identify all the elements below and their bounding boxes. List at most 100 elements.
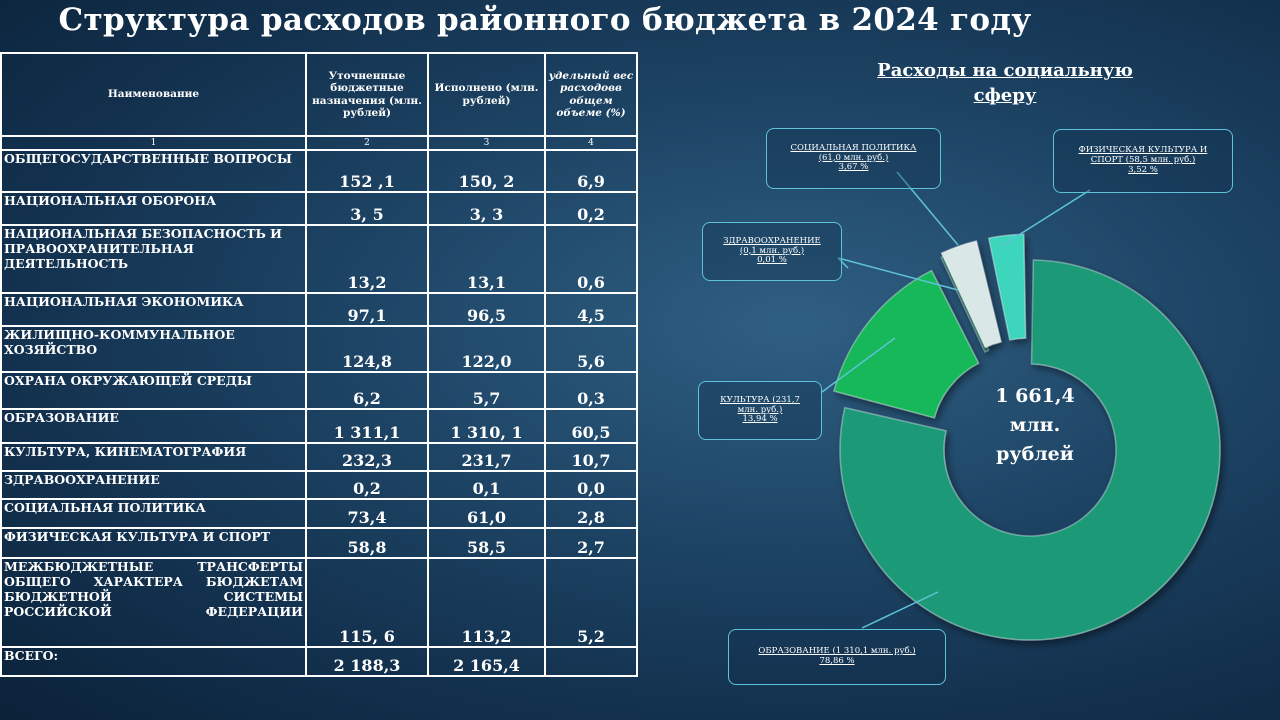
- callout-sport: ФИЗИЧЕСКАЯ КУЛЬТУРА И СПОРТ (58,5 млн. р…: [1053, 129, 1233, 193]
- table-row: НАЦИОНАЛЬНАЯ ЭКОНОМИКА 97,1 96,5 4,5: [0, 292, 638, 327]
- row-share: 6,9: [544, 149, 638, 193]
- row-executed: 231,7: [427, 442, 546, 472]
- callout-healthcare: ЗДРАВООХРАНЕНИЕ (0,1 млн. руб.) 0,01 %: [702, 222, 842, 281]
- row-name: ВСЕГО:: [0, 646, 307, 677]
- row-share: 10,7: [544, 442, 638, 472]
- leader-line: [821, 337, 896, 393]
- leader-line: [1002, 189, 1091, 246]
- row-planned: 115, 6: [305, 557, 429, 648]
- row-share: 0,6: [544, 224, 638, 294]
- row-planned: 0,2: [305, 470, 429, 500]
- row-executed: 150, 2: [427, 149, 546, 193]
- row-share: 4,5: [544, 292, 638, 327]
- page-title: Структура расходов районного бюджета в 2…: [58, 2, 1032, 38]
- col-number: 4: [544, 135, 638, 151]
- row-share: 0,3: [544, 371, 638, 410]
- donut-slice-культура: [833, 269, 980, 419]
- row-planned: 3, 5: [305, 191, 429, 226]
- leader-line: [896, 171, 959, 246]
- budget-table: Наименование Уточненные бюджетные назнач…: [0, 52, 638, 677]
- row-name: ЖИЛИЩНО-КОММУНАЛЬНОЕ ХОЗЯЙСТВО: [0, 325, 307, 373]
- row-executed: 122,0: [427, 325, 546, 373]
- row-share: 5,2: [544, 557, 638, 648]
- row-name: ЗДРАВООХРАНЕНИЕ: [0, 470, 307, 500]
- callout-text: СПОРТ (58,5 млн. руб.): [1090, 155, 1196, 166]
- callout-text: КУЛЬТУРА (231,7: [720, 394, 800, 405]
- table-row: КУЛЬТУРА, КИНЕМАТОГРАФИЯ 232,3 231,7 10,…: [0, 442, 638, 472]
- table-row: ФИЗИЧЕСКАЯ КУЛЬТУРА И СПОРТ 58,8 58,5 2,…: [0, 527, 638, 559]
- header-executed: Исполнено (млн. рублей): [427, 52, 546, 137]
- center-unit: млн.: [1009, 414, 1061, 436]
- row-name: ОБРАЗОВАНИЕ: [0, 408, 307, 444]
- row-planned: 73,4: [305, 498, 429, 529]
- callout-culture: КУЛЬТУРА (231,7 млн. руб.) 13,94 %: [698, 381, 822, 440]
- donut-slice-физическая-культура-и-спорт: [987, 233, 1027, 341]
- chart-center-label: 1 661,4 млн. рублей: [970, 382, 1100, 469]
- leader-line: [837, 257, 849, 269]
- leader-line: [861, 591, 939, 629]
- row-planned: 152 ,1: [305, 149, 429, 193]
- row-planned: 124,8: [305, 325, 429, 373]
- table-row: НАЦИОНАЛЬНАЯ БЕЗОПАСНОСТЬ И ПРАВООХРАНИТ…: [0, 224, 638, 294]
- header-share: удельный вес расходовв общем объеме (%): [544, 52, 638, 137]
- header-name: Наименование: [0, 52, 307, 137]
- row-name: НАЦИОНАЛЬНАЯ ЭКОНОМИКА: [0, 292, 307, 327]
- row-executed: 96,5: [427, 292, 546, 327]
- row-name: ОБЩЕГОСУДАРСТВЕННЫЕ ВОПРОСЫ: [0, 149, 307, 193]
- row-planned: 6,2: [305, 371, 429, 410]
- callout-text: 78,86 %: [819, 656, 855, 666]
- table-row: ЗДРАВООХРАНЕНИЕ 0,2 0,1 0,0: [0, 470, 638, 500]
- row-name: КУЛЬТУРА, КИНЕМАТОГРАФИЯ: [0, 442, 307, 472]
- callout-text: (0,1 млн. руб.): [739, 245, 805, 256]
- callout-text: ОБРАЗОВАНИЕ (1 310,1 млн. руб.): [758, 646, 916, 657]
- row-executed: 3, 3: [427, 191, 546, 226]
- chart-title: Расходы на социальную сферу: [877, 60, 1133, 107]
- table-row: МЕЖБЮДЖЕТНЫЕ ТРАНСФЕРТЫ ОБЩЕГО ХАРАКТЕРА…: [0, 557, 638, 648]
- row-name: МЕЖБЮДЖЕТНЫЕ ТРАНСФЕРТЫ ОБЩЕГО ХАРАКТЕРА…: [0, 557, 307, 648]
- row-executed: 61,0: [427, 498, 546, 529]
- col-number: 2: [305, 135, 429, 151]
- row-planned: 1 311,1: [305, 408, 429, 444]
- row-share: 2,8: [544, 498, 638, 529]
- callout-text: ЗДРАВООХРАНЕНИЕ: [723, 235, 821, 246]
- row-share: 2,7: [544, 527, 638, 559]
- row-planned: 2 188,3: [305, 646, 429, 677]
- row-share: 60,5: [544, 408, 638, 444]
- column-number-row: 1 2 3 4: [0, 135, 638, 151]
- table-row: СОЦИАЛЬНАЯ ПОЛИТИКА 73,4 61,0 2,8: [0, 498, 638, 529]
- callout-text: 3,52 %: [1128, 164, 1158, 175]
- row-executed: 2 165,4: [427, 646, 546, 677]
- callout-text: 0,01 %: [757, 255, 787, 266]
- callout-social-policy: СОЦИАЛЬНАЯ ПОЛИТИКА (61,0 млн. руб.) 3,6…: [766, 128, 941, 189]
- donut-slice-образование: [839, 259, 1221, 641]
- callout-text: ФИЗИЧЕСКАЯ КУЛЬТУРА И: [1078, 145, 1208, 156]
- header-planned: Уточненные бюджетные назначения (млн. ру…: [305, 52, 429, 137]
- row-executed: 13,1: [427, 224, 546, 294]
- row-name: ОХРАНА ОКРУЖАЮЩЕЙ СРЕДЫ: [0, 371, 307, 410]
- callout-text: 3,67 %: [838, 162, 869, 173]
- table-row: ЖИЛИЩНО-КОММУНАЛЬНОЕ ХОЗЯЙСТВО 124,8 122…: [0, 325, 638, 373]
- row-executed: 113,2: [427, 557, 546, 648]
- col-number: 3: [427, 135, 546, 151]
- table-row: ОБЩЕГОСУДАРСТВЕННЫЕ ВОПРОСЫ 152 ,1 150, …: [0, 149, 638, 193]
- row-share: 0,2: [544, 191, 638, 226]
- row-name: НАЦИОНАЛЬНАЯ ОБОРОНА: [0, 191, 307, 226]
- callout-text: млн. руб.): [737, 404, 783, 415]
- row-executed: 58,5: [427, 527, 546, 559]
- row-planned: 13,2: [305, 224, 429, 294]
- center-value: 1 661,4: [995, 385, 1075, 407]
- center-unit: рублей: [996, 443, 1074, 465]
- callout-text: СОЦИАЛЬНАЯ ПОЛИТИКА: [790, 142, 917, 153]
- row-executed: 0,1: [427, 470, 546, 500]
- row-planned: 97,1: [305, 292, 429, 327]
- donut-slice-социальная-политика: [940, 239, 1002, 349]
- row-share: 5,6: [544, 325, 638, 373]
- row-executed: 1 310, 1: [427, 408, 546, 444]
- table-row: НАЦИОНАЛЬНАЯ ОБОРОНА 3, 5 3, 3 0,2: [0, 191, 638, 226]
- row-name: СОЦИАЛЬНАЯ ПОЛИТИКА: [0, 498, 307, 529]
- row-name: ФИЗИЧЕСКАЯ КУЛЬТУРА И СПОРТ: [0, 527, 307, 559]
- row-planned: 58,8: [305, 527, 429, 559]
- table-row: ОБРАЗОВАНИЕ 1 311,1 1 310, 1 60,5: [0, 408, 638, 444]
- leader-line: [837, 257, 959, 291]
